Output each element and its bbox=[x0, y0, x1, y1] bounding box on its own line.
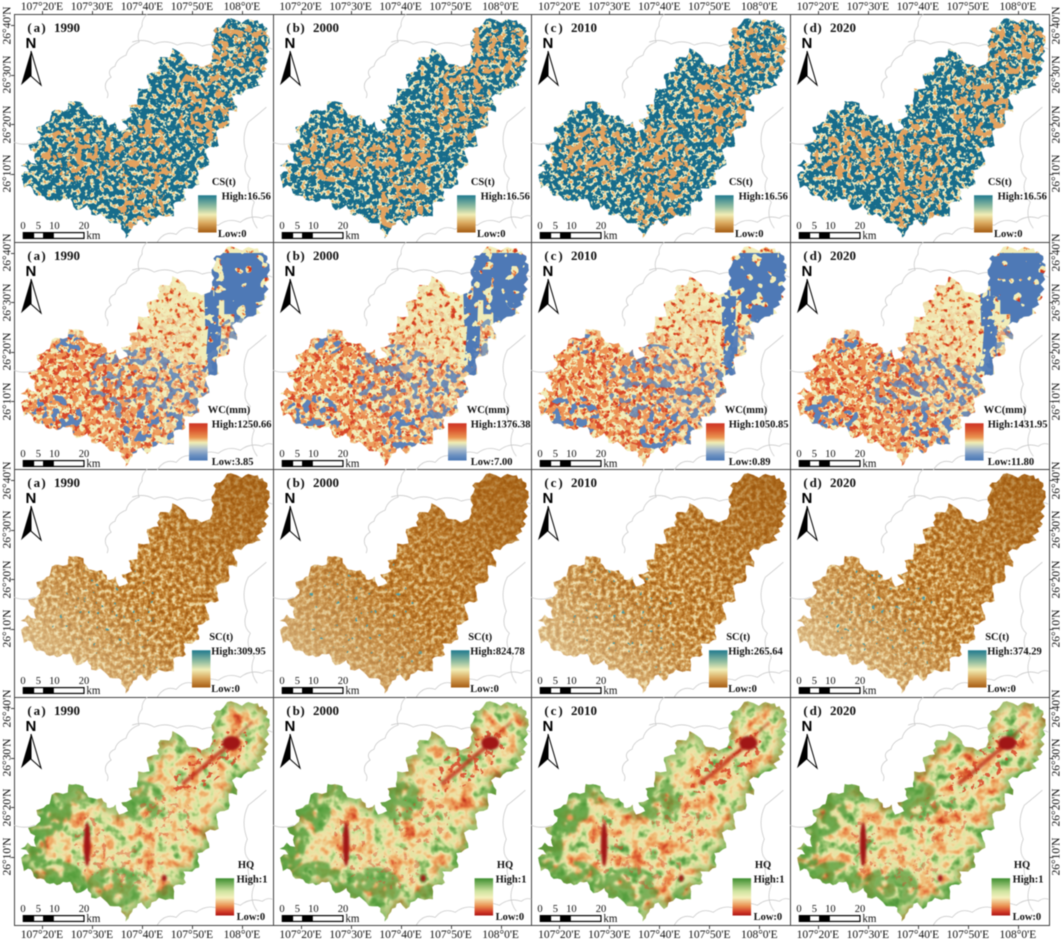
svg-text:HQ: HQ bbox=[755, 860, 771, 871]
svg-text:High:1376.38: High:1376.38 bbox=[470, 419, 530, 430]
svg-text:High:1: High:1 bbox=[1013, 874, 1044, 885]
svg-text:Low:0: Low:0 bbox=[211, 685, 240, 696]
svg-text:Low:3.85: Low:3.85 bbox=[212, 457, 254, 468]
svg-text:HQ: HQ bbox=[1014, 860, 1030, 871]
svg-text:(b)2000: (b) 2000 bbox=[286, 703, 339, 718]
svg-text:(a)1990: (a) 1990 bbox=[27, 475, 80, 490]
svg-text:(a)1990: (a) 1990 bbox=[27, 703, 80, 718]
svg-text:Low:0: Low:0 bbox=[735, 229, 764, 240]
svg-text:Low:0: Low:0 bbox=[754, 912, 783, 923]
svg-text:(c)2010: (c) 2010 bbox=[545, 703, 598, 718]
svg-text:(a)1990: (a) 1990 bbox=[27, 247, 80, 262]
svg-text:(d)2020: (d) 2020 bbox=[803, 20, 856, 35]
svg-text:High:1: High:1 bbox=[495, 874, 526, 885]
svg-text:SC(t): SC(t) bbox=[985, 632, 1009, 643]
svg-text:Low:0: Low:0 bbox=[218, 229, 247, 240]
svg-text:High:16.56: High:16.56 bbox=[998, 191, 1047, 202]
svg-text:(d)2020: (d) 2020 bbox=[803, 703, 856, 718]
svg-text:Low:11.80: Low:11.80 bbox=[988, 457, 1034, 468]
svg-text:High:265.64: High:265.64 bbox=[729, 647, 784, 658]
svg-text:WC(mm): WC(mm) bbox=[208, 404, 251, 415]
svg-text:(b)2000: (b) 2000 bbox=[286, 247, 339, 262]
svg-text:Low:0: Low:0 bbox=[729, 685, 758, 696]
svg-text:HQ: HQ bbox=[496, 860, 512, 871]
svg-text:(a)1990: (a) 1990 bbox=[27, 20, 80, 35]
svg-text:Low:0: Low:0 bbox=[237, 912, 266, 923]
svg-text:Low:0: Low:0 bbox=[994, 229, 1023, 240]
svg-text:Low:0: Low:0 bbox=[987, 685, 1016, 696]
svg-text:Low:0: Low:0 bbox=[495, 912, 524, 923]
svg-text:Low:0: Low:0 bbox=[477, 229, 506, 240]
svg-text:(b)2000: (b) 2000 bbox=[286, 20, 339, 35]
svg-text:WC(mm): WC(mm) bbox=[466, 404, 509, 415]
svg-text:(d)2020: (d) 2020 bbox=[803, 475, 856, 490]
svg-text:SC(t): SC(t) bbox=[209, 632, 233, 643]
svg-text:High:1431.95: High:1431.95 bbox=[988, 419, 1048, 430]
svg-text:(b)2000: (b) 2000 bbox=[286, 475, 339, 490]
svg-text:(c)2010: (c) 2010 bbox=[545, 20, 598, 35]
svg-text:CS(t): CS(t) bbox=[729, 177, 753, 188]
svg-text:CS(t): CS(t) bbox=[988, 177, 1012, 188]
svg-text:HQ: HQ bbox=[238, 860, 254, 871]
svg-text:SC(t): SC(t) bbox=[468, 632, 492, 643]
svg-text:Low:7.00: Low:7.00 bbox=[470, 457, 512, 468]
svg-text:High:16.56: High:16.56 bbox=[739, 191, 788, 202]
svg-text:High:824.78: High:824.78 bbox=[470, 647, 525, 658]
svg-text:High:16.56: High:16.56 bbox=[222, 191, 271, 202]
svg-text:High:1: High:1 bbox=[754, 874, 785, 885]
svg-text:CS(t): CS(t) bbox=[212, 177, 236, 188]
svg-text:Low:0: Low:0 bbox=[1013, 912, 1042, 923]
svg-text:WC(mm): WC(mm) bbox=[725, 404, 768, 415]
svg-text:High:374.29: High:374.29 bbox=[987, 647, 1042, 658]
svg-text:Low:0: Low:0 bbox=[470, 685, 499, 696]
svg-text:High:16.56: High:16.56 bbox=[480, 191, 529, 202]
svg-text:High:1050.85: High:1050.85 bbox=[729, 419, 789, 430]
svg-text:(d)2020: (d) 2020 bbox=[803, 247, 856, 262]
svg-text:High:1: High:1 bbox=[237, 874, 268, 885]
svg-text:SC(t): SC(t) bbox=[727, 632, 751, 643]
svg-text:(c)2010: (c) 2010 bbox=[545, 247, 598, 262]
svg-text:High:309.95: High:309.95 bbox=[211, 647, 266, 658]
svg-text:High:1250.66: High:1250.66 bbox=[212, 419, 272, 430]
svg-text:(c)2010: (c) 2010 bbox=[545, 475, 598, 490]
svg-text:CS(t): CS(t) bbox=[470, 177, 494, 188]
svg-text:Low:0.89: Low:0.89 bbox=[729, 457, 771, 468]
svg-text:WC(mm): WC(mm) bbox=[984, 404, 1027, 415]
